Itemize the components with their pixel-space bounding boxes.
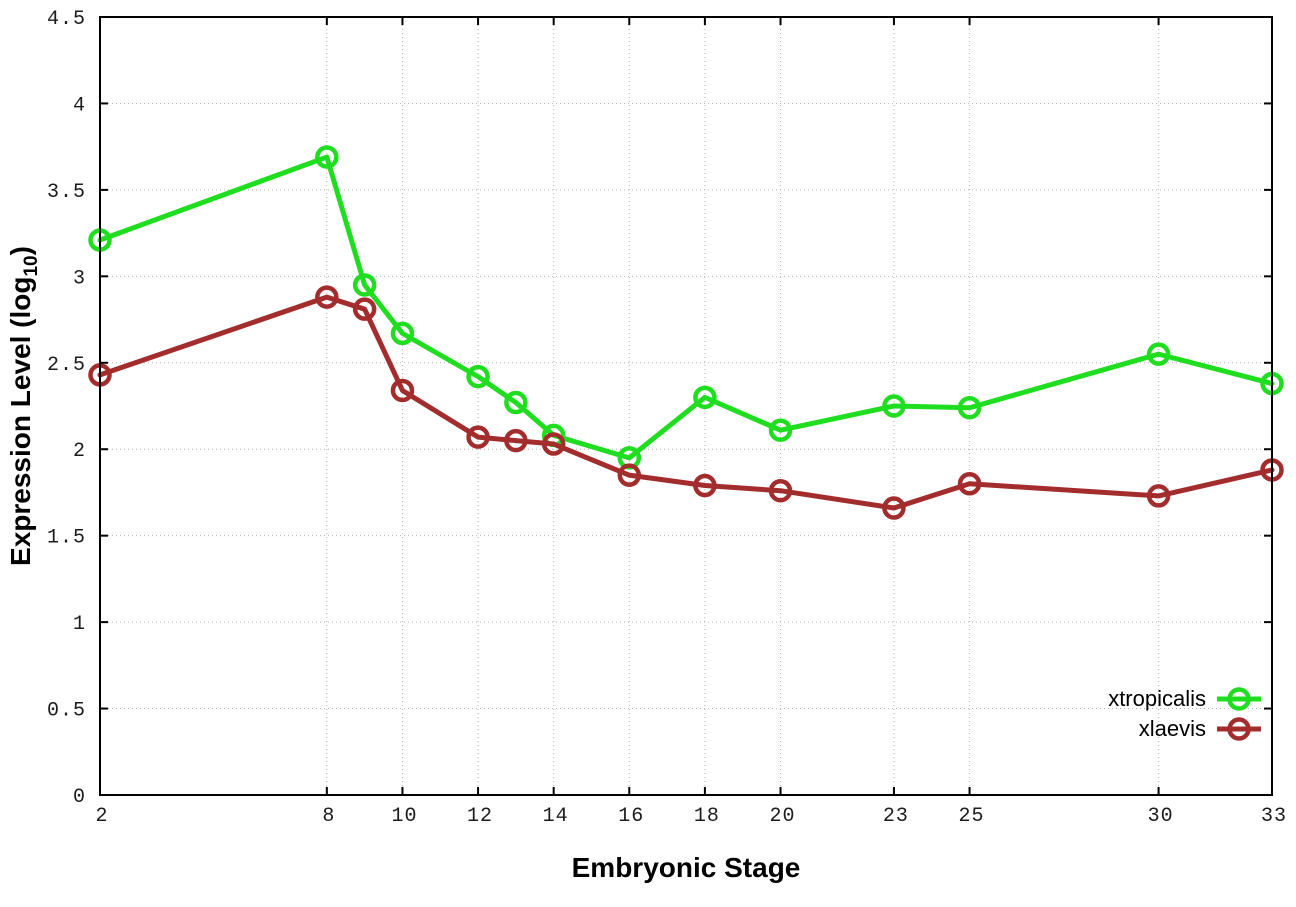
y-axis-title-text: Expression Level (log xyxy=(5,276,37,566)
x-tick-label: 10 xyxy=(391,805,417,828)
data-point-xlaevis-stage-10 xyxy=(390,378,415,403)
legend: xtropicalis xlaevis xyxy=(1108,686,1262,742)
legend-label-xlaevis: xlaevis xyxy=(1138,716,1206,741)
data-point-xlaevis-stage-18 xyxy=(693,473,717,498)
x-axis-title: Embryonic Stage xyxy=(571,852,801,883)
data-point-xtropicalis-stage-25 xyxy=(957,395,982,420)
x-tick-label: 30 xyxy=(1148,805,1174,828)
x-tick-label: 25 xyxy=(959,805,985,828)
y-tick-label: 1 xyxy=(73,613,86,636)
y-tick-label: 0 xyxy=(73,786,86,809)
legend-marker-open-circle-icon xyxy=(1217,687,1261,711)
x-tick-label: 2 xyxy=(95,805,108,828)
data-point-xtropicalis-stage-30 xyxy=(1146,342,1171,366)
data-point-xlaevis-stage-14 xyxy=(541,432,566,456)
y-tick-label: 3.5 xyxy=(47,181,86,204)
data-point-xlaevis-stage-8 xyxy=(315,285,339,309)
data-point-xlaevis-stage-9 xyxy=(352,297,377,321)
data-point-xtropicalis-stage-12 xyxy=(466,364,490,389)
data-point-xtropicalis-stage-8 xyxy=(315,145,339,169)
data-point-xlaevis-stage-25 xyxy=(957,472,982,496)
y-axis-title-close-paren: ) xyxy=(5,246,37,256)
data-point-xtropicalis-stage-18 xyxy=(693,385,717,410)
legend-entry-xlaevis: xlaevis xyxy=(1139,716,1262,742)
y-tick-label: 2.5 xyxy=(47,354,86,377)
legend-entry-xtropicalis: xtropicalis xyxy=(1108,686,1262,712)
legend-label-xtropicalis: xtropicalis xyxy=(1108,686,1206,711)
legend-marker-open-circle-icon xyxy=(1217,717,1261,741)
data-point-xtropicalis-stage-23 xyxy=(882,394,906,418)
y-axis-title: Expression Level (log10) xyxy=(5,246,43,566)
series-line-xlaevis xyxy=(97,294,1275,511)
data-point-xlaevis-stage-20 xyxy=(768,478,793,503)
data-point-xlaevis-stage-12 xyxy=(466,425,490,449)
x-tick-label: 8 xyxy=(322,805,335,828)
data-point-xlaevis-stage-13 xyxy=(504,428,528,453)
y-axis-title-subscript: 10 xyxy=(20,255,42,277)
y-tick-label: 1.5 xyxy=(47,527,86,550)
data-point-xtropicalis-stage-13 xyxy=(504,390,528,415)
y-tick-label: 4 xyxy=(73,94,86,117)
x-tick-label: 33 xyxy=(1261,805,1287,828)
x-tick-label: 14 xyxy=(543,805,569,828)
y-tick-label: 2 xyxy=(73,440,86,463)
x-tick-label: 18 xyxy=(694,805,720,828)
x-tick-label: 20 xyxy=(770,805,796,828)
x-tick-label: 23 xyxy=(883,805,909,828)
x-tick-label: 12 xyxy=(467,805,493,828)
y-tick-label: 0.5 xyxy=(47,700,86,723)
plot-border xyxy=(99,16,1273,796)
data-point-xlaevis-stage-30 xyxy=(1146,484,1171,508)
data-point-xlaevis-stage-16 xyxy=(617,463,642,487)
data-point-xtropicalis-stage-20 xyxy=(768,418,793,442)
data-point-xtropicalis-stage-10 xyxy=(390,321,415,346)
y-tick-label: 3 xyxy=(73,267,86,290)
data-point-xtropicalis-stage-9 xyxy=(352,273,377,297)
series-line-xtropicalis xyxy=(97,154,1275,461)
y-tick-label: 4.5 xyxy=(47,8,86,31)
data-point-xlaevis-stage-23 xyxy=(882,496,906,520)
x-tick-label: 16 xyxy=(618,805,644,828)
